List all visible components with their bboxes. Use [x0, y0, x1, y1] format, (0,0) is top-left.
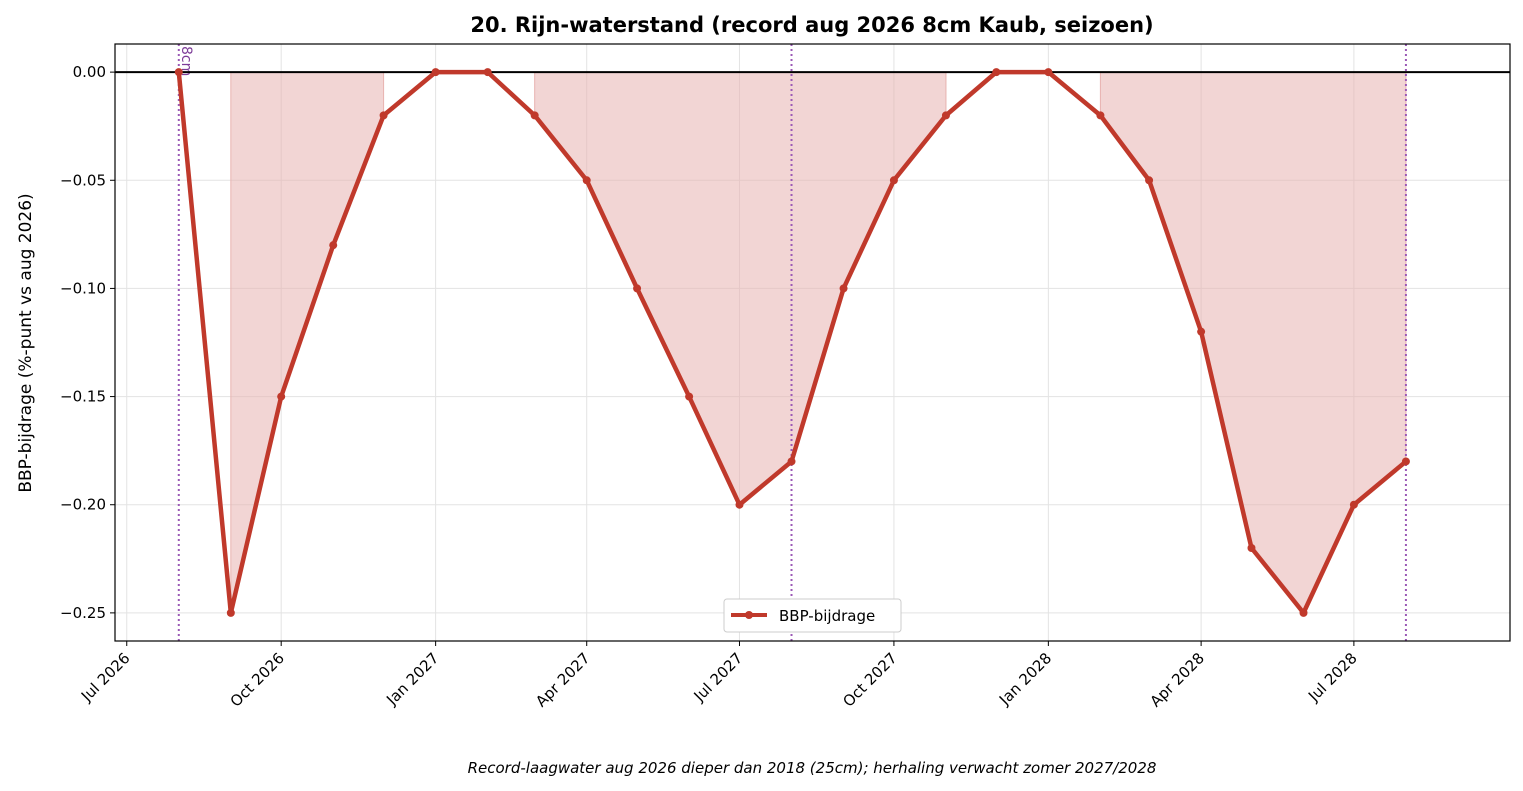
data-point: [329, 241, 338, 250]
data-point: [1299, 608, 1308, 617]
y-axis-label: BBP-bijdrage (%-punt vs aug 2026): [16, 193, 36, 492]
data-point: [633, 284, 642, 293]
y-axis: 0.00 −0.05 −0.10 −0.15 −0.20 −0.25: [60, 63, 115, 622]
y-tick-label: −0.15: [60, 388, 106, 406]
x-tick-label: Oct 2027: [839, 649, 900, 710]
data-point: [174, 68, 183, 77]
data-point: [735, 500, 744, 509]
data-point: [1247, 543, 1256, 552]
legend-marker-swatch: [745, 611, 753, 619]
y-tick-label: 0.00: [73, 63, 106, 81]
x-tick-label: Apr 2027: [532, 649, 593, 710]
data-point: [431, 68, 440, 77]
data-point: [1401, 457, 1410, 466]
legend: BBP-bijdrage: [723, 598, 902, 633]
y-tick-label: −0.10: [60, 279, 106, 297]
data-point: [1349, 500, 1358, 509]
plot-frame: [114, 43, 1511, 642]
shaded-area: [1099, 71, 1407, 614]
data-point: [941, 111, 950, 120]
vertical-markers: 8cm: [177, 44, 1407, 641]
y-tick-label: −0.05: [60, 171, 106, 189]
shaded-areas: [230, 71, 1407, 614]
data-point: [685, 392, 694, 401]
data-point: [379, 111, 388, 120]
legend-label: BBP-bijdrage: [779, 607, 875, 625]
data-point: [1096, 111, 1105, 120]
data-point: [1044, 68, 1053, 77]
series-layer: [174, 68, 1410, 617]
shaded-area: [230, 71, 385, 613]
x-tick-label: Jul 2026: [77, 649, 134, 706]
marker-label: 8cm: [178, 46, 194, 76]
data-point: [226, 608, 235, 617]
x-tick-label: Jul 2027: [690, 649, 747, 706]
data-point: [992, 68, 1001, 77]
data-point: [483, 68, 492, 77]
data-point: [787, 457, 796, 466]
data-point: [1197, 327, 1206, 336]
x-tick-label: Apr 2028: [1146, 649, 1207, 710]
x-tick-label: Oct 2026: [227, 649, 288, 710]
x-tick-label: Jan 2028: [995, 649, 1055, 709]
data-point: [889, 176, 898, 185]
data-point: [1145, 176, 1154, 185]
y-tick-label: −0.25: [60, 604, 106, 622]
data-point: [530, 111, 539, 120]
x-axis: Jul 2026 Oct 2026 Jan 2027 Apr 2027 Jul 2027…: [77, 641, 1361, 711]
x-tick-label: Jul 2028: [1304, 649, 1361, 706]
x-tick-label: Jan 2027: [382, 649, 442, 709]
y-tick-label: −0.20: [60, 496, 106, 514]
legend-box: [723, 598, 902, 633]
data-point: [839, 284, 848, 293]
data-point: [582, 176, 591, 185]
chart-title: 20. Rijn-waterstand (record aug 2026 8cm…: [470, 13, 1153, 37]
data-point: [277, 392, 286, 401]
chart-caption: Record-laagwater aug 2026 dieper dan 201…: [468, 759, 1157, 777]
